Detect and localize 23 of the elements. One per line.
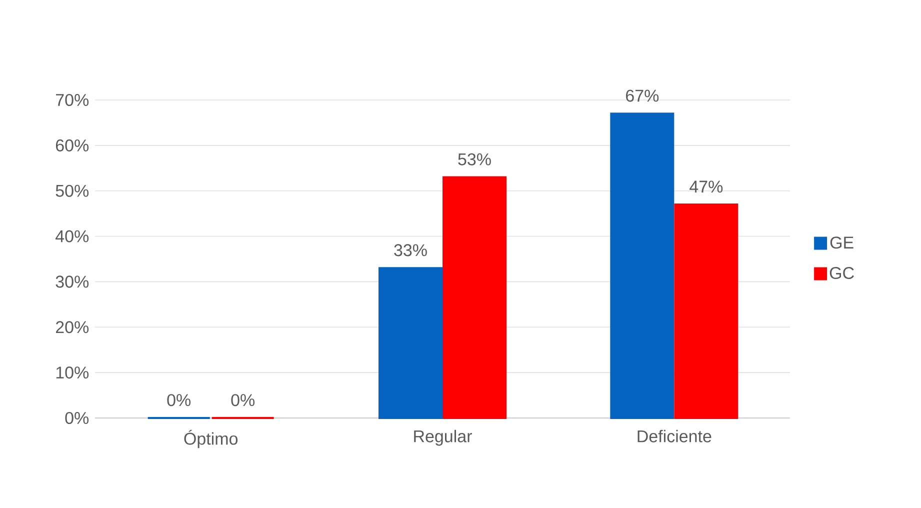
y-tick-label: 70%: [56, 94, 89, 106]
bar: [378, 267, 443, 419]
bar: [674, 203, 738, 419]
data-label: 67%: [626, 90, 659, 102]
y-tick-label: 0%: [65, 412, 89, 424]
legend-label: GC: [830, 266, 854, 280]
x-tick-label: Deficiente: [638, 430, 712, 442]
y-tick-label: 60%: [56, 139, 89, 152]
y-tick-label: 40%: [56, 230, 89, 242]
legend-label: GE: [830, 236, 854, 249]
y-tick-label: 30%: [56, 276, 89, 288]
data-label: 47%: [690, 180, 723, 193]
bar: [610, 112, 674, 419]
x-tick-label: Óptimo: [184, 430, 238, 448]
y-tick-label: 20%: [56, 321, 89, 334]
data-label: 0%: [167, 394, 191, 406]
y-tick-label: 10%: [56, 366, 89, 379]
bar: [442, 176, 507, 419]
x-tick-label: Regular: [414, 430, 472, 446]
data-label: 53%: [458, 153, 491, 166]
y-tick-label: 50%: [56, 184, 89, 197]
data-label: 0%: [231, 394, 255, 406]
data-label: 33%: [394, 244, 427, 256]
